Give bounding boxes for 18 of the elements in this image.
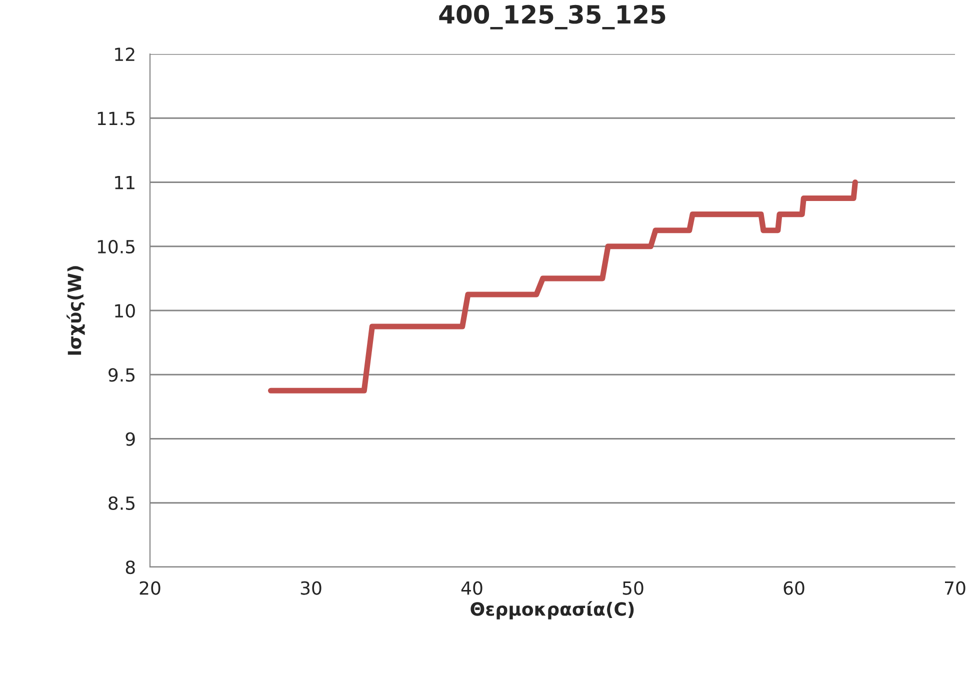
x-tick-label: 30 [300, 581, 322, 595]
y-tick-label: 11 [115, 176, 134, 190]
y-tick-label: 12 [115, 47, 134, 61]
y-tick-label: 11.5 [98, 112, 135, 126]
y-tick-label: 8.5 [108, 496, 135, 510]
y-tick-label: 9.5 [108, 368, 135, 382]
chart-title: 400_125_35_125 [439, 4, 666, 30]
x-axis-title: Θερμοκρασία(C) [470, 601, 634, 620]
y-tick-label: 10 [115, 304, 135, 318]
y-tick-label: 10.5 [98, 240, 135, 254]
y-tick-label: 8 [126, 560, 135, 574]
x-tick-label: 40 [461, 581, 482, 595]
y-axis-title: Ισχύς(W) [66, 266, 85, 355]
x-tick-label: 20 [140, 581, 160, 595]
x-tick-label: 70 [944, 581, 966, 595]
y-tick-label: 9 [126, 432, 135, 446]
x-tick-label: 60 [784, 581, 804, 595]
x-tick-label: 50 [622, 581, 644, 595]
